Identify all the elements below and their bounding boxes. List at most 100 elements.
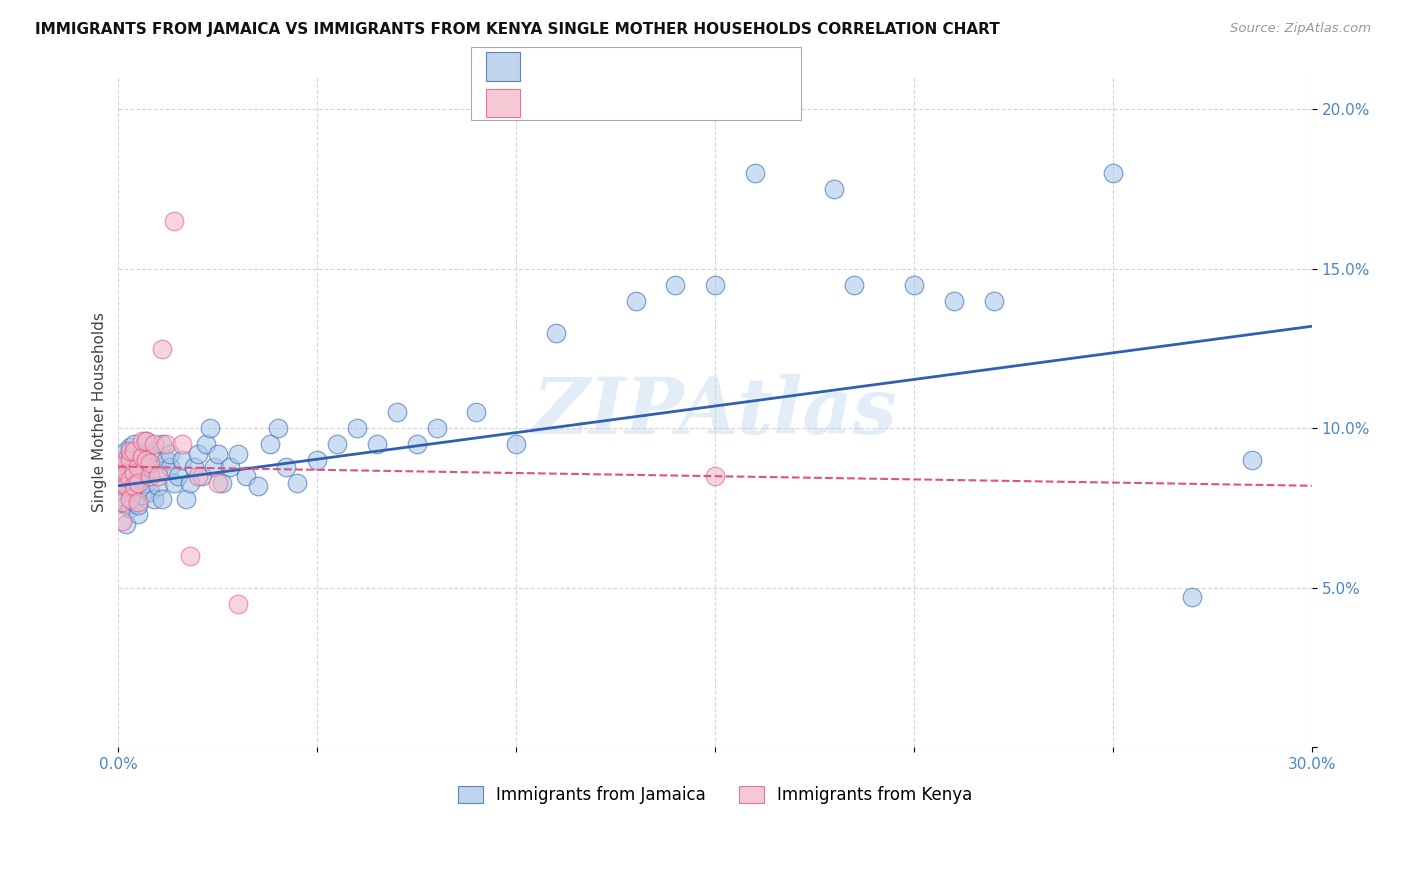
Point [139, 469, 162, 483]
Text: R =: R = [533, 97, 569, 115]
Point [1241, 453, 1264, 467]
Text: -0.016: -0.016 [572, 97, 631, 115]
Point [218, 459, 240, 474]
Point [226, 597, 249, 611]
Point [127, 469, 149, 483]
Text: Source: ZipAtlas.com: Source: ZipAtlas.com [1230, 22, 1371, 36]
Point [111, 459, 134, 474]
Point [131, 450, 153, 464]
Point [307, 453, 329, 467]
Point [127, 482, 149, 496]
Point [143, 491, 166, 506]
Point [131, 463, 153, 477]
Point [111, 494, 134, 508]
Point [385, 405, 408, 419]
Point [115, 453, 138, 467]
Point [120, 466, 142, 480]
Point [744, 166, 766, 180]
Point [139, 457, 162, 471]
Point [179, 549, 201, 563]
Point [124, 475, 146, 490]
Point [172, 437, 194, 451]
Point [150, 491, 173, 506]
Point [120, 450, 142, 464]
Point [120, 441, 142, 455]
Point [150, 342, 173, 356]
Text: N =: N = [631, 61, 668, 78]
Point [150, 437, 173, 451]
Point [226, 447, 249, 461]
Point [120, 443, 142, 458]
Point [120, 472, 142, 486]
Point [167, 469, 190, 483]
Point [148, 469, 170, 483]
Point [139, 485, 162, 500]
Point [163, 214, 186, 228]
Point [235, 469, 257, 483]
Point [259, 437, 281, 451]
Point [135, 434, 157, 449]
Text: N =: N = [631, 97, 668, 115]
Point [207, 447, 229, 461]
Point [131, 434, 153, 449]
Legend: Immigrants from Jamaica, Immigrants from Kenya: Immigrants from Jamaica, Immigrants from… [450, 778, 981, 813]
Point [143, 443, 166, 458]
Point [183, 459, 205, 474]
Point [155, 437, 177, 451]
Point [124, 459, 146, 474]
Point [135, 434, 157, 449]
Point [124, 494, 146, 508]
Point [135, 453, 157, 467]
Point [465, 405, 488, 419]
Point [111, 475, 134, 490]
Text: IMMIGRANTS FROM JAMAICA VS IMMIGRANTS FROM KENYA SINGLE MOTHER HOUSEHOLDS CORREL: IMMIGRANTS FROM JAMAICA VS IMMIGRANTS FR… [35, 22, 1000, 37]
Text: R =: R = [533, 61, 569, 78]
Point [111, 491, 134, 506]
Point [127, 459, 149, 474]
Point [124, 437, 146, 451]
Point [664, 277, 686, 292]
Point [115, 443, 138, 458]
Point [426, 421, 449, 435]
Point [139, 469, 162, 483]
Point [111, 479, 134, 493]
Point [163, 475, 186, 490]
Point [115, 479, 138, 493]
Point [148, 463, 170, 477]
Point [115, 457, 138, 471]
Point [172, 453, 194, 467]
Point [111, 459, 134, 474]
Point [111, 514, 134, 528]
Text: 34: 34 [666, 97, 690, 115]
Point [266, 421, 288, 435]
Point [903, 277, 925, 292]
Point [135, 475, 157, 490]
Point [191, 469, 214, 483]
Point [127, 494, 149, 508]
Point [704, 277, 727, 292]
Point [143, 437, 166, 451]
Point [405, 437, 427, 451]
Point [115, 466, 138, 480]
Point [148, 479, 170, 493]
Point [179, 475, 201, 490]
Point [1102, 166, 1125, 180]
Point [120, 501, 142, 516]
Point [127, 475, 149, 490]
Text: 85: 85 [666, 61, 689, 78]
Point [983, 293, 1005, 308]
Point [187, 447, 209, 461]
Point [155, 453, 177, 467]
Text: ZIPAtlas: ZIPAtlas [533, 374, 897, 450]
Point [127, 508, 149, 522]
Point [120, 491, 142, 506]
Point [115, 469, 138, 483]
Point [1181, 591, 1204, 605]
Point [159, 459, 181, 474]
Point [346, 421, 368, 435]
Point [274, 459, 297, 474]
Point [127, 498, 149, 512]
Point [326, 437, 349, 451]
Point [135, 450, 157, 464]
Point [194, 437, 217, 451]
